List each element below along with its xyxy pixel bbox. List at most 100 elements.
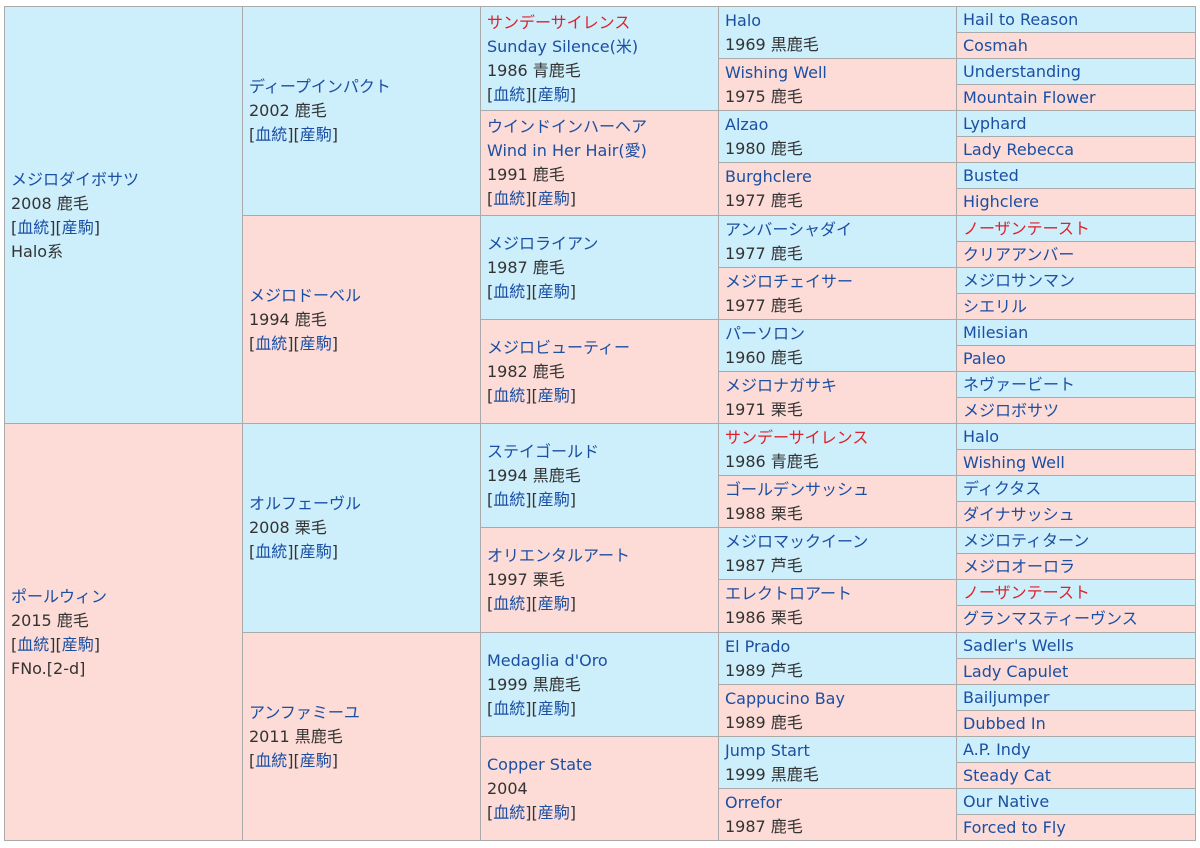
horse-name-link[interactable]: Understanding [963,62,1081,82]
horse-name-link[interactable]: Lady Rebecca [963,140,1075,160]
horse-name-link[interactable]: Cappucino Bay [725,688,845,708]
offspring-link[interactable]: 産駒 [299,542,332,562]
horse-name-link[interactable]: A.P. Indy [963,739,1031,759]
bloodline-link[interactable]: 血統 [493,490,526,510]
bloodline-link[interactable]: 血統 [493,85,526,105]
horse-name-link[interactable]: メジロビューティー [487,337,631,357]
bloodline-link[interactable]: 血統 [493,385,526,405]
offspring-link[interactable]: 産駒 [537,189,570,209]
horse-name-link[interactable]: Lyphard [963,114,1027,134]
horse-name-link[interactable]: ステイゴールド [487,442,600,462]
horse-name-link[interactable]: グランマスティーヴンス [963,609,1138,629]
horse-english-name-link[interactable]: Wind in Her Hair(愛) [487,141,647,161]
bracket: ] [331,542,339,562]
horse-name-link[interactable]: サンデーサイレンス [487,13,631,33]
horse-name-link[interactable]: Lady Capulet [963,661,1069,681]
horse-name-link[interactable]: ディクタス [963,479,1042,499]
bloodline-link[interactable]: 血統 [493,189,526,209]
horse-name-link[interactable]: ダイナサッシュ [963,505,1075,525]
horse-name-link[interactable]: El Prado [725,636,791,656]
birth-year-color: 1960 鹿毛 [725,347,803,367]
bloodline-link[interactable]: 血統 [255,750,288,770]
horse-name-link[interactable]: メジロチェイサー [725,271,854,291]
offspring-link[interactable]: 産駒 [537,698,570,718]
offspring-link[interactable]: 産駒 [61,634,94,654]
horse-name-link[interactable]: サンデーサイレンス [725,428,869,448]
horse-name-link[interactable]: Sadler's Wells [963,635,1074,655]
horse-name-link[interactable]: Steady Cat [963,765,1052,785]
horse-name-link[interactable]: ディープインパクト [249,77,391,97]
offspring-link[interactable]: 産駒 [537,385,570,405]
horse-name-link[interactable]: Dubbed In [963,713,1046,733]
horse-name-link[interactable]: Halo [725,11,762,31]
horse-name-link[interactable]: メジロオーロラ [963,557,1076,577]
horse-name-link[interactable]: Cosmah [963,36,1028,56]
bracket: ] [331,333,339,353]
horse-name-link[interactable]: Forced to Fly [963,817,1066,837]
horse-name-link[interactable]: Bailjumper [963,687,1050,707]
horse-name-link[interactable]: メジロボサツ [963,400,1060,420]
offspring-link[interactable]: 産駒 [537,490,570,510]
horse-name-link[interactable]: メジロサンマン [963,270,1076,290]
horse-name-link[interactable]: シエリル [963,296,1028,316]
offspring-link[interactable]: 産駒 [299,750,332,770]
horse-name-link[interactable]: メジロダイボサツ [11,169,140,189]
horse-name-link[interactable]: ウインドインハーヘア [487,117,648,137]
horse-cell-gen4: アンバーシャダイ 1977 鹿毛 [718,214,957,268]
bloodline-link[interactable]: 血統 [17,634,50,654]
bloodline-link[interactable]: 血統 [255,333,288,353]
horse-name-link[interactable]: Wishing Well [725,63,827,83]
horse-name-link[interactable]: Mountain Flower [963,88,1096,108]
horse-name-link[interactable]: エレクトロアート [725,584,853,604]
offspring-link[interactable]: 産駒 [537,802,570,822]
horse-name-link[interactable]: アンバーシャダイ [725,219,853,239]
bloodline-link[interactable]: 血統 [255,542,288,562]
horse-cell-gen5: A.P. Indy [956,735,1196,763]
bracket: [ [487,698,494,718]
horse-name-link[interactable]: メジロティターン [963,531,1090,551]
horse-name-link[interactable]: オルフェーヴル [249,494,362,514]
bloodline-link[interactable]: 血統 [255,125,288,145]
horse-name-link[interactable]: Highclere [963,192,1039,212]
offspring-link[interactable]: 産駒 [299,125,332,145]
horse-name-link[interactable]: Paleo [963,348,1006,368]
bloodline-link[interactable]: 血統 [17,217,50,237]
horse-name-link[interactable]: ポールウィン [11,586,108,606]
bloodline-link[interactable]: 血統 [493,594,526,614]
horse-name-link[interactable]: ノーザンテースト [963,218,1090,238]
horse-name-link[interactable]: メジロマックイーン [725,532,869,552]
offspring-link[interactable]: 産駒 [537,594,570,614]
horse-name-link[interactable]: Hail to Reason [963,10,1079,30]
horse-name-link[interactable]: Burghclere [725,167,812,187]
bloodline-link[interactable]: 血統 [493,698,526,718]
horse-name-link[interactable]: Orrefor [725,792,782,812]
horse-name-link[interactable]: Wishing Well [963,453,1065,473]
offspring-link[interactable]: 産駒 [537,85,570,105]
horse-cell-gen4: Halo 1969 黒鹿毛 [718,6,957,60]
horse-name-link[interactable]: オリエンタルアート [487,546,631,566]
horse-name-link[interactable]: Our Native [963,791,1050,811]
horse-name-link[interactable]: メジロナガサキ [725,375,838,395]
bloodline-link[interactable]: 血統 [493,281,526,301]
horse-name-link[interactable]: パーソロン [725,323,806,343]
horse-name-link[interactable]: Milesian [963,322,1029,342]
horse-name-link[interactable]: Medaglia d'Oro [487,650,608,670]
offspring-link[interactable]: 産駒 [537,281,570,301]
horse-name-link[interactable]: メジロライアン [487,233,599,253]
horse-name-link[interactable]: ゴールデンサッシュ [725,480,870,500]
horse-name-link[interactable]: Jump Start [725,740,810,760]
horse-name-link[interactable]: クリアアンバー [963,244,1075,264]
horse-name-link[interactable]: メジロドーベル [249,285,362,305]
horse-cell-gen5: Milesian [956,318,1196,346]
bloodline-link[interactable]: 血統 [493,802,526,822]
horse-english-name-link[interactable]: Sunday Silence(米) [487,37,639,57]
horse-name-link[interactable]: アンファミーユ [249,702,360,722]
offspring-link[interactable]: 産駒 [61,217,94,237]
horse-name-link[interactable]: Halo [963,427,1000,447]
horse-name-link[interactable]: ノーザンテースト [963,583,1090,603]
horse-name-link[interactable]: Alzao [725,115,769,135]
offspring-link[interactable]: 産駒 [299,333,332,353]
horse-name-link[interactable]: Copper State [487,754,593,774]
horse-name-link[interactable]: ネヴァービート [963,374,1076,394]
horse-name-link[interactable]: Busted [963,166,1019,186]
